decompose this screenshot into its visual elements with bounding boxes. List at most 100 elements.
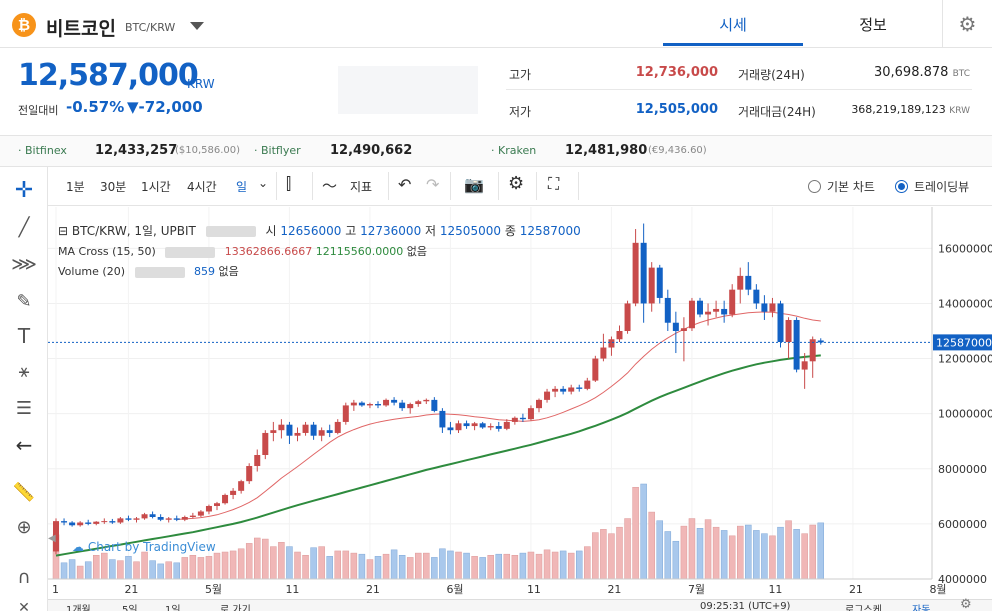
view-basic-label[interactable]: 기본 차트	[827, 180, 875, 194]
text-icon[interactable]: T	[17, 324, 31, 348]
volume-bar	[704, 519, 712, 580]
interval-1d[interactable]: 일	[236, 180, 248, 194]
prediction-icon[interactable]: ☰	[15, 398, 33, 419]
volume-bar	[527, 551, 535, 580]
tab-quote[interactable]: 시세	[663, 0, 803, 46]
gear-icon[interactable]: ⚙	[942, 0, 992, 48]
volume-bar	[511, 555, 519, 580]
collapse-icon[interactable]: ⊟	[58, 224, 69, 238]
candle-body	[777, 303, 784, 343]
legend-high-label: 고	[345, 224, 357, 238]
gear-icon[interactable]: ⚙	[960, 597, 972, 611]
volume-bar	[197, 557, 205, 580]
y-tick-label: 6000000	[938, 518, 987, 531]
price-chart[interactable]: 1600000014000000120000001000000080000006…	[48, 207, 992, 599]
volume-bar	[398, 555, 406, 580]
bottom-bar	[48, 599, 992, 611]
legend-buttons[interactable]	[205, 226, 256, 237]
interval-1m[interactable]: 1분	[66, 180, 85, 194]
pattern-icon[interactable]: ⚹	[18, 361, 30, 382]
volume-bar	[551, 551, 559, 580]
volume-bar	[632, 486, 639, 580]
tab-info[interactable]: 정보	[859, 16, 887, 34]
lock-icon[interactable]: ✕	[18, 600, 30, 611]
interval-30m[interactable]: 30분	[100, 180, 127, 194]
volume-bar	[471, 556, 478, 580]
volume-bar	[205, 556, 213, 580]
candle-body	[624, 303, 631, 331]
fullscreen-icon[interactable]: ⛶	[548, 174, 560, 193]
interval-1h[interactable]: 1시간	[141, 180, 171, 194]
magnet-icon[interactable]: ∩	[17, 567, 31, 588]
goto-button[interactable]: 로 가기	[220, 605, 251, 611]
candle-body	[640, 242, 647, 304]
view-basic-radio[interactable]	[808, 180, 821, 193]
legend-buttons[interactable]	[165, 246, 216, 258]
volume-bar	[366, 559, 374, 580]
tradingview-watermark[interactable]: ☁ Chart by TradingView	[72, 540, 216, 554]
candle-body	[214, 503, 220, 506]
arrow-left-icon[interactable]: ←	[15, 433, 33, 457]
volume-bar	[487, 555, 494, 580]
zoom-in-icon[interactable]: ⊕	[16, 517, 32, 538]
volume-bar	[431, 557, 438, 580]
ma-label: MA Cross (15, 50)	[58, 245, 156, 258]
volume-unit: BTC	[952, 69, 970, 79]
range-1m[interactable]: 1개월	[66, 605, 91, 611]
volume-bar	[447, 550, 454, 580]
auto-scale-button[interactable]: 자동	[912, 605, 931, 611]
candle-body	[399, 402, 406, 409]
candle-body	[125, 518, 132, 520]
gear-icon[interactable]: ⚙	[508, 173, 525, 194]
volume-bar	[262, 538, 269, 580]
volume-bar	[278, 542, 285, 580]
indicator-button[interactable]: 지표	[350, 180, 373, 194]
interval-4h[interactable]: 4시간	[187, 180, 217, 194]
candle-body	[294, 432, 301, 436]
candle-body	[503, 421, 510, 429]
candle-body	[809, 339, 816, 362]
candle-body	[286, 424, 293, 436]
log-scale-button[interactable]: 로그스케	[845, 605, 882, 611]
range-1d[interactable]: 1일	[165, 605, 181, 611]
camera-icon[interactable]: 📷	[464, 175, 484, 194]
coin-pair[interactable]: BTC/KRW	[125, 21, 176, 34]
watermark-text: Chart by TradingView	[87, 540, 216, 554]
exchange-strip	[0, 135, 992, 167]
legend-symbol: BTC/KRW, 1일, UPBIT	[71, 224, 196, 238]
chevron-down-icon[interactable]	[190, 22, 204, 30]
exchange-bitfinex-name: Bitfinex	[25, 144, 67, 157]
exchange-bitflyer-price: 12,490,662	[330, 143, 413, 158]
undo-icon[interactable]: ↶	[398, 175, 412, 194]
candle-body	[270, 430, 277, 433]
trend-line-icon[interactable]: ╱	[18, 217, 30, 238]
coin-name[interactable]: 비트코인	[46, 18, 116, 40]
volume-bar	[68, 559, 76, 580]
legend-high: 12736000	[360, 224, 422, 238]
x-tick-label: 7월	[688, 583, 705, 596]
tradingview-cloud-icon: ☁	[72, 540, 84, 554]
candle-body	[487, 426, 494, 428]
legend-buttons[interactable]	[134, 266, 185, 278]
candle-type-icon[interactable]: ⫿	[286, 174, 292, 193]
redo-icon[interactable]: ↷	[426, 175, 440, 194]
fib-icon[interactable]: ⋙	[11, 254, 37, 275]
view-trading-label[interactable]: 트레이딩뷰	[914, 180, 970, 194]
view-trading-radio[interactable]	[895, 180, 908, 193]
ruler-icon[interactable]: 📏	[12, 482, 36, 503]
volume-bar	[109, 559, 116, 580]
x-tick-label: 1	[52, 583, 59, 596]
range-5d[interactable]: 5일	[122, 605, 138, 611]
chevron-down-icon[interactable]: ⌄	[258, 176, 269, 190]
volume-number: 30,698.878	[873, 65, 949, 80]
divider	[312, 172, 313, 200]
volume-bar	[213, 552, 221, 580]
candle-body	[737, 275, 744, 290]
brush-icon[interactable]: ✎	[16, 291, 32, 312]
volume-bar	[181, 557, 189, 580]
crosshair-icon[interactable]: ✛	[14, 178, 34, 203]
indicator-icon[interactable]: 〜	[322, 177, 338, 195]
volume-bar	[101, 552, 108, 580]
volume-legend: Volume (20) 859 없음	[58, 263, 239, 279]
scroll-left-icon[interactable]: ◀	[48, 533, 56, 544]
